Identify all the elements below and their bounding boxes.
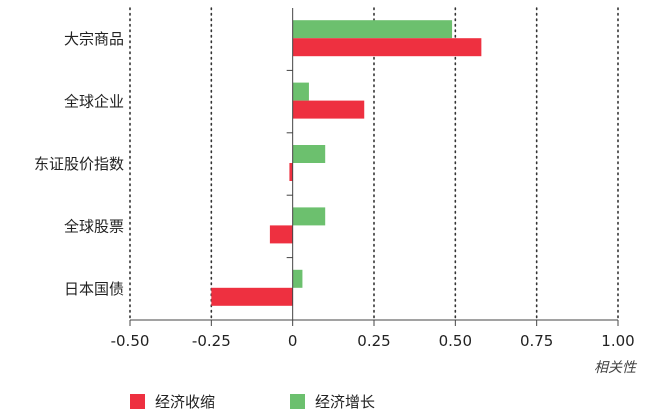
x-tick-label: 0.75 xyxy=(520,332,553,350)
x-tick-labels: -0.50 -0.25 0 0.25 0.50 0.75 1.00 xyxy=(111,332,635,350)
x-axis-title: 相关性 xyxy=(594,360,638,376)
x-tick-label: 0.25 xyxy=(357,332,390,350)
bar xyxy=(292,100,365,119)
legend-label: 经济增长 xyxy=(315,393,375,411)
grid-lines xyxy=(129,7,619,321)
bar xyxy=(211,287,293,306)
legend-swatch xyxy=(130,394,145,409)
category-label: 东证股价指数 xyxy=(34,155,124,173)
legend-swatch xyxy=(290,394,305,409)
x-tick-label: 0 xyxy=(288,332,298,350)
x-tick-label: -0.50 xyxy=(111,332,150,350)
bar xyxy=(292,82,309,101)
category-label: 日本国债 xyxy=(64,280,124,298)
axes xyxy=(129,8,619,326)
x-tick-label: 0.50 xyxy=(439,332,472,350)
bar xyxy=(292,207,326,226)
bar xyxy=(292,269,303,288)
category-label: 全球企业 xyxy=(64,93,124,111)
x-tick-label: -0.25 xyxy=(192,332,231,350)
legend-label: 经济收缩 xyxy=(155,393,215,411)
bar xyxy=(292,38,482,57)
category-label: 大宗商品 xyxy=(64,30,124,48)
bar xyxy=(289,163,293,181)
bar xyxy=(269,225,293,244)
bars xyxy=(211,20,482,306)
bar xyxy=(292,145,326,163)
bar xyxy=(292,20,453,39)
x-tick-label: 1.00 xyxy=(601,332,634,350)
category-label: 全球股票 xyxy=(64,217,124,235)
legend: 经济收缩 经济增长 xyxy=(130,393,375,411)
